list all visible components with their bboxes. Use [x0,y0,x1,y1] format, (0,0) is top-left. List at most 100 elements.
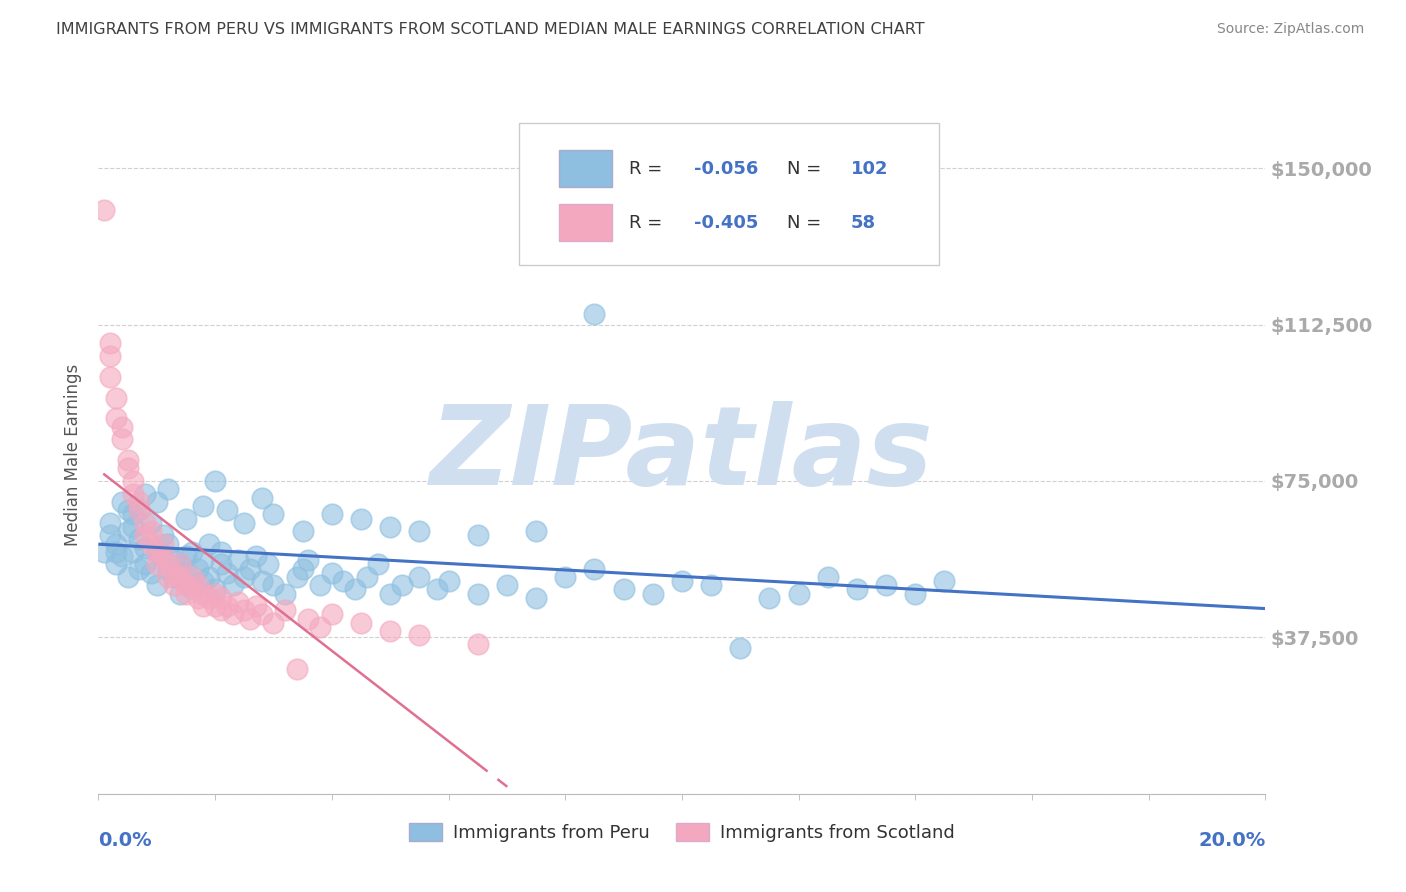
Point [583,561,606,575]
Point [758,591,780,605]
Point [467,587,489,601]
Point [524,524,547,538]
Text: IMMIGRANTS FROM PERU VS IMMIGRANTS FROM SCOTLAND MEDIAN MALE EARNINGS CORRELATIO: IMMIGRANTS FROM PERU VS IMMIGRANTS FROM … [56,22,925,37]
Point [134,558,156,572]
Point [169,570,191,584]
Point [169,587,191,601]
Text: 58: 58 [851,214,876,232]
Point [128,503,150,517]
Point [193,499,215,513]
Point [209,558,232,572]
Point [117,503,139,517]
Point [215,566,238,580]
Point [437,574,460,588]
Point [817,570,839,584]
Point [495,578,517,592]
Point [128,495,150,509]
Point [391,578,413,592]
Point [163,570,186,584]
Point [198,536,221,550]
Point [157,536,180,550]
Point [111,419,134,434]
Point [250,491,273,505]
Point [321,566,343,580]
Point [187,561,209,575]
Point [98,349,121,363]
Point [187,578,209,592]
Point [128,561,150,575]
Point [98,516,121,530]
Point [408,570,430,584]
Point [146,495,169,509]
Text: N =: N = [787,160,827,178]
Legend: Immigrants from Peru, Immigrants from Scotland: Immigrants from Peru, Immigrants from Sc… [402,815,962,849]
Point [146,545,169,559]
Point [215,503,238,517]
Point [262,615,284,630]
Point [193,574,215,588]
Point [612,582,634,597]
Point [239,612,262,626]
Point [297,553,319,567]
Point [93,545,115,559]
Point [228,595,250,609]
Text: N =: N = [787,214,827,232]
Point [228,553,250,567]
Point [104,545,127,559]
Point [332,574,354,588]
Point [98,528,121,542]
Point [256,558,278,572]
Point [193,553,215,567]
Point [209,603,232,617]
Point [117,570,139,584]
Point [104,558,127,572]
Point [163,578,186,592]
Point [157,561,180,575]
Point [111,495,134,509]
Point [350,511,373,525]
Point [356,570,378,584]
Point [350,615,373,630]
Point [146,545,169,559]
Point [204,587,226,601]
Point [128,533,150,547]
Point [180,570,202,584]
Point [122,520,145,534]
Point [152,528,174,542]
Point [152,549,174,563]
Point [146,558,169,572]
Point [157,483,180,497]
Point [198,570,221,584]
Point [285,570,308,584]
Point [139,536,162,550]
Point [787,587,810,601]
Point [524,591,547,605]
Point [215,599,238,614]
Point [117,524,139,538]
Point [378,520,402,534]
Point [122,474,145,488]
Point [111,549,134,563]
Point [146,578,169,592]
Point [117,453,139,467]
Point [198,591,221,605]
Point [117,461,139,475]
Point [233,603,256,617]
Point [209,545,232,559]
Point [274,587,297,601]
Point [128,503,150,517]
Point [408,524,430,538]
Point [169,558,191,572]
FancyBboxPatch shape [519,123,939,265]
Point [134,528,156,542]
Point [262,508,284,522]
FancyBboxPatch shape [560,150,612,187]
Point [934,574,956,588]
Point [122,486,145,500]
Point [122,545,145,559]
Point [378,587,402,601]
Point [180,545,202,559]
Text: -0.405: -0.405 [693,214,758,232]
Point [554,570,576,584]
Point [209,591,232,605]
